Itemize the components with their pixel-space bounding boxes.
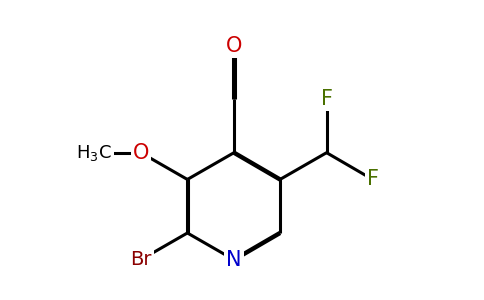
- Text: F: F: [320, 89, 333, 109]
- Text: O: O: [133, 143, 149, 163]
- Text: Br: Br: [130, 250, 151, 269]
- Text: O: O: [226, 36, 242, 56]
- Text: $\mathregular{H_3C}$: $\mathregular{H_3C}$: [76, 143, 112, 163]
- Text: F: F: [366, 169, 378, 189]
- Text: N: N: [226, 250, 242, 270]
